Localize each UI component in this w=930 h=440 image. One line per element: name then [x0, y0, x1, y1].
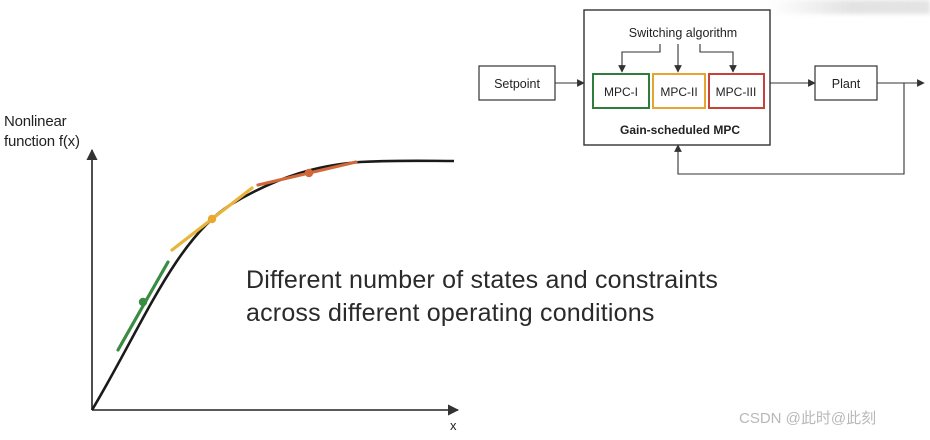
mpc-3-label: MPC-III	[716, 85, 757, 99]
operating-point-yellow	[207, 214, 217, 224]
switch-line-right	[699, 44, 737, 73]
y-axis-label-line1: Nonlinear	[4, 113, 67, 130]
watermark: CSDN @此时@此刻	[739, 410, 877, 427]
y-axis-label-line2: function f(x)	[4, 133, 80, 150]
mpc-1-label: MPC-I	[604, 85, 638, 99]
caption: Different number of states and constrain…	[246, 264, 718, 330]
x-axis-label: x	[450, 418, 457, 433]
caption-line2: across different operating conditions	[246, 299, 655, 327]
mpc-2-label: MPC-II	[660, 85, 697, 99]
feedback-loop-arrow	[674, 83, 905, 175]
mpc-3-block	[708, 73, 765, 109]
top-edge-artifact	[770, 0, 930, 14]
switch-line-left	[618, 44, 661, 73]
y-axis-label: Nonlinear function f(x)	[4, 112, 80, 152]
setpoint-label: Setpoint	[494, 77, 540, 91]
operating-point-orange	[304, 168, 314, 178]
caption-line1: Different number of states and constrain…	[246, 266, 719, 294]
gain-scheduled-mpc-label: Gain-scheduled MPC	[620, 123, 740, 137]
mpc-2-block	[652, 73, 706, 109]
plant-label: Plant	[832, 77, 861, 91]
setpoint-block	[478, 65, 556, 101]
mpc-1-block	[592, 73, 650, 109]
nonlinear-curve	[90, 159, 455, 411]
switching-algorithm-label: Switching algorithm	[629, 26, 737, 40]
plant-block	[814, 65, 878, 101]
operating-point-green	[138, 297, 148, 307]
